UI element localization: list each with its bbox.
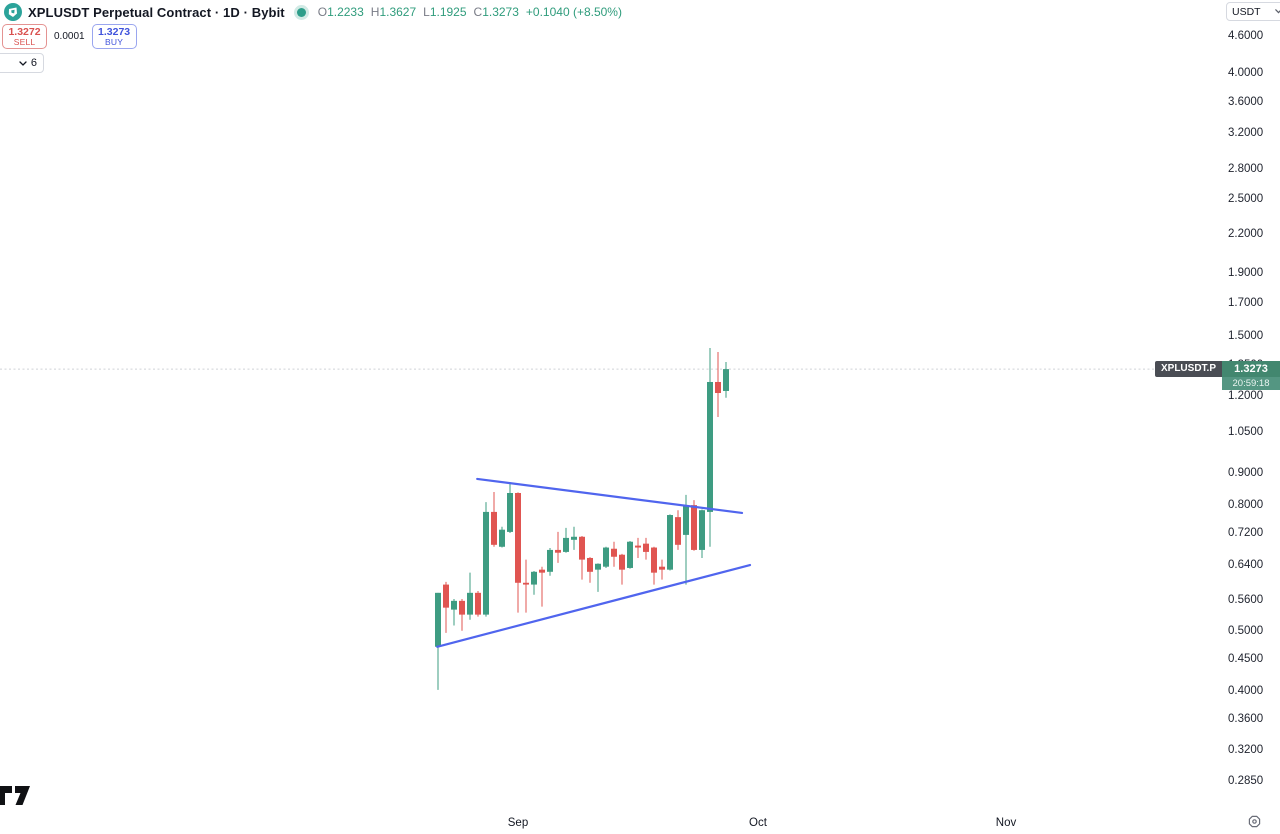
price-tick: 4.6000 [1228, 30, 1264, 42]
candle-body [587, 557, 593, 572]
candle-body [723, 369, 729, 391]
ohlc-close: C1.3273 [473, 5, 519, 19]
month-label: Oct [749, 817, 767, 829]
spread-value: 0.0001 [54, 31, 85, 42]
candle-body [475, 592, 481, 615]
time-axis[interactable]: Sep Oct Nov [0, 812, 1280, 834]
candle-body [579, 536, 585, 560]
bar-countdown-badge: 20:59:18 [1222, 377, 1280, 390]
candle-body [539, 569, 545, 573]
price-tick: 0.3200 [1228, 744, 1264, 757]
object-tree-toggle[interactable]: 6 [0, 53, 44, 73]
candle-body [491, 511, 497, 545]
price-tick: 0.4000 [1228, 684, 1264, 697]
price-tick: 0.5000 [1228, 624, 1264, 637]
ohlc-change: +0.1040 (+8.50%) [525, 5, 622, 19]
candle-body [627, 541, 633, 568]
gear-icon [1248, 815, 1260, 827]
sell-price: 1.3272 [8, 26, 41, 38]
candle-body [451, 600, 457, 610]
candle-body [563, 537, 569, 552]
candlestick-series [435, 348, 729, 690]
candle-body [571, 536, 577, 540]
symbol-price-label: XPLUSDT.P [1154, 361, 1222, 377]
price-tick: 2.2000 [1228, 227, 1264, 240]
buy-button[interactable]: 1.3273 BUY [91, 24, 137, 49]
candle-body [635, 545, 641, 548]
price-tick: 0.5600 [1228, 594, 1264, 607]
sell-button[interactable]: 1.3272 SELL [2, 24, 47, 49]
price-tick: 0.7200 [1228, 527, 1264, 540]
ohlc-open: O1.2233 [317, 5, 364, 19]
candle-body [507, 492, 513, 532]
price-tick: 0.8000 [1228, 498, 1264, 511]
candle-body [443, 584, 449, 608]
month-label: Sep [507, 817, 529, 829]
candle-body [691, 505, 697, 550]
candle-body [555, 549, 561, 553]
chart-canvas[interactable] [0, 0, 1222, 812]
candle-body [643, 543, 649, 552]
symbol-title[interactable]: XPLUSDT Perpetual Contract · 1D · Bybit [28, 4, 285, 20]
price-tick: 0.6400 [1228, 558, 1264, 571]
sell-label: SELL [13, 37, 36, 47]
trendline-ascending-support[interactable] [436, 563, 752, 648]
chevron-down-icon [19, 60, 27, 66]
ohlc-values: O1.2233 H1.3627 L1.1925 C1.3273 +0.1040 … [318, 5, 622, 19]
market-status-icon[interactable] [296, 7, 306, 17]
currency-dropdown[interactable]: USDT [1226, 2, 1280, 21]
ohlc-low: L1.1925 [423, 5, 467, 19]
symbol-header: XPLUSDT Perpetual Contract · 1D · Bybit … [4, 2, 622, 22]
candle-body [459, 600, 465, 615]
candle-body [619, 554, 625, 570]
price-tick: 1.0500 [1228, 425, 1264, 438]
candle-body [435, 592, 441, 647]
price-tick: 0.4500 [1228, 652, 1264, 665]
candle-body [683, 505, 689, 535]
axis-settings-button[interactable] [1245, 812, 1263, 830]
price-tick: 1.9000 [1228, 266, 1264, 279]
buy-label: BUY [105, 37, 124, 47]
symbol-logo-icon[interactable] [4, 3, 22, 21]
candle-body [515, 492, 521, 583]
candle-body [675, 517, 681, 545]
candle-body [715, 381, 721, 394]
price-tick: 0.2850 [1228, 775, 1264, 788]
price-tick: 1.2000 [1228, 390, 1264, 403]
candle-body [699, 510, 705, 550]
candle-body [603, 547, 609, 567]
currency-label: USDT [1232, 5, 1261, 18]
price-tick: 4.0000 [1228, 67, 1264, 80]
price-axis[interactable]: USDT 4.6000 4.0000 3.6000 3.2000 2.8000 2.500… [1222, 0, 1280, 812]
candle-body [467, 592, 473, 615]
tradingview-logo[interactable] [0, 783, 32, 809]
price-tick: 0.9000 [1228, 467, 1264, 480]
candle-body [651, 547, 657, 573]
candle-body [483, 511, 489, 615]
candle-body [523, 582, 529, 585]
candle-body [667, 515, 673, 570]
candle-body [659, 566, 665, 570]
trendline-descending-resistance[interactable] [476, 477, 744, 515]
candle-body [611, 548, 617, 557]
month-label: Nov [995, 817, 1017, 829]
chevron-down-icon [1275, 9, 1280, 14]
buy-price: 1.3273 [98, 26, 131, 38]
candle-body [595, 563, 601, 570]
candle-body [531, 571, 537, 585]
object-tree-count: 6 [30, 57, 37, 69]
price-tick: 2.5000 [1228, 193, 1264, 206]
price-tick: 3.6000 [1228, 95, 1264, 108]
candle-body [547, 549, 553, 572]
candle-body [707, 381, 713, 512]
current-price-badge: 1.3273 [1222, 361, 1280, 377]
price-tick: 3.2000 [1228, 127, 1264, 140]
candle-body [499, 529, 505, 547]
price-tick: 0.3600 [1228, 712, 1264, 725]
price-tick: 2.8000 [1228, 163, 1264, 176]
ohlc-high: H1.3627 [370, 5, 417, 19]
price-tick: 1.5000 [1228, 330, 1264, 343]
price-tick: 1.7000 [1228, 296, 1264, 309]
trade-buttons: 1.3272 SELL 0.0001 1.3273 BUY [2, 24, 137, 49]
